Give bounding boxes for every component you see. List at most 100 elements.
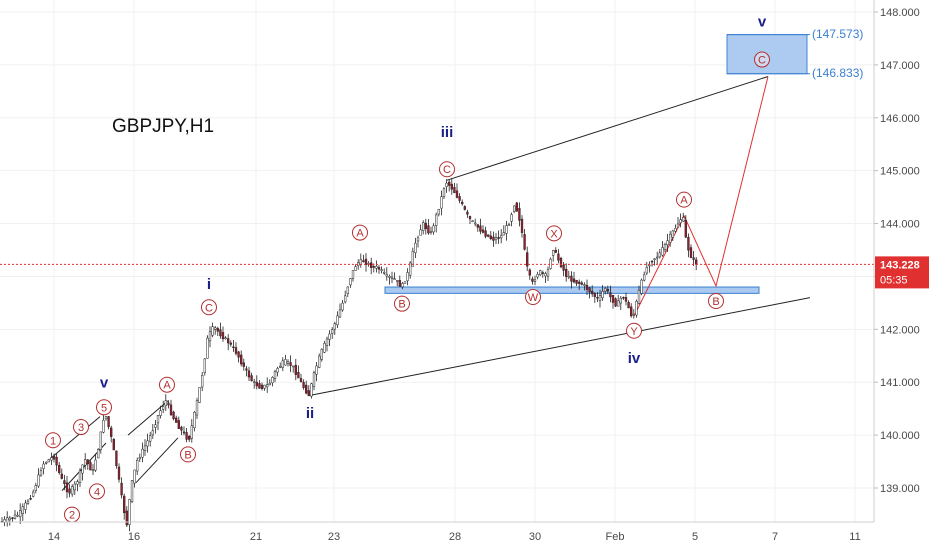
candle-body: [84, 459, 87, 466]
candle-body: [494, 237, 498, 241]
time-tick-label: 23: [328, 531, 340, 543]
candle-body: [515, 202, 518, 212]
candle-body: [266, 384, 269, 388]
candle-body: [487, 234, 490, 237]
candle-body: [591, 290, 594, 295]
wave-circle-ring: [159, 376, 175, 393]
candle-body: [286, 361, 290, 364]
candle-body: [208, 331, 212, 342]
candle-body: [448, 181, 451, 186]
candle-body: [151, 430, 154, 436]
candle-body: [26, 500, 30, 504]
wave-count-circle: 2: [64, 506, 80, 523]
candle-body: [669, 233, 672, 243]
candle-body: [21, 506, 24, 515]
candle-body: [325, 338, 329, 346]
candle-body: [606, 289, 609, 292]
candle-body: [461, 201, 464, 205]
candle-body: [71, 486, 74, 495]
candle-body: [32, 491, 35, 497]
time-tick-label: 21: [250, 531, 262, 543]
candle-body: [242, 362, 245, 367]
trendline: [49, 416, 101, 460]
time-tick-label: 11: [849, 531, 860, 543]
candle-body: [533, 279, 537, 282]
candle-body: [273, 371, 277, 379]
wave-count-circle: A: [676, 191, 692, 208]
candle-body: [177, 420, 180, 429]
candle-body: [227, 338, 230, 344]
candle-body: [510, 214, 513, 222]
candle-body: [146, 440, 149, 447]
candle-body: [422, 222, 425, 231]
candle-body: [481, 229, 485, 233]
candle-body: [364, 258, 368, 265]
candle-body: [250, 375, 253, 382]
candle-body: [692, 257, 695, 260]
candle-body: [627, 302, 630, 309]
wave-circle-ring: [45, 432, 61, 449]
candle-body: [671, 230, 674, 238]
candle-body: [565, 268, 568, 277]
candle-body: [403, 281, 407, 284]
candle-body: [292, 365, 295, 368]
candle-body: [55, 456, 58, 466]
countdown-value: 05:35: [880, 274, 908, 286]
price-axis: 139.000140.000141.000142.000143.000144.0…: [874, 7, 920, 495]
candle-body: [188, 435, 191, 440]
candle-body: [154, 424, 157, 428]
wave-count-circle: 4: [89, 483, 105, 500]
wave-circle-label: C: [758, 55, 766, 67]
candle-body: [315, 365, 318, 375]
candle-body: [229, 342, 232, 345]
wave-count-circle: 3: [73, 419, 89, 436]
wave-circle-ring: [394, 295, 410, 312]
candle-body: [674, 228, 677, 232]
candle-body: [656, 256, 659, 259]
candle-body: [362, 260, 365, 263]
candle-body: [546, 269, 550, 277]
candle-body: [630, 306, 633, 317]
candle-body: [429, 231, 433, 234]
candle-body: [554, 250, 557, 253]
candle-body: [156, 415, 160, 424]
candle-body: [380, 269, 383, 271]
wave-degree-label: v: [758, 13, 767, 30]
candle-body: [45, 462, 48, 464]
candle-body: [385, 274, 388, 277]
candle-body: [128, 499, 131, 525]
trendline: [135, 437, 179, 484]
trendline: [309, 297, 811, 396]
candle-body: [526, 252, 529, 267]
target-label-low: (146.833): [812, 66, 863, 80]
candle-body: [323, 343, 326, 353]
wave-count-circle: X: [546, 225, 562, 242]
candle-body: [476, 224, 479, 228]
candle-body: [497, 237, 500, 239]
candle-body: [585, 284, 589, 290]
candle-body: [653, 258, 656, 260]
candle-body: [474, 222, 477, 225]
candle-body: [453, 187, 456, 194]
candle-body: [500, 235, 503, 239]
candle-body: [180, 426, 183, 431]
candle-body: [455, 190, 459, 198]
candle-body: [424, 222, 427, 229]
wave-count-circle: 5: [96, 399, 112, 416]
candle-body: [661, 247, 664, 256]
candle-body: [68, 488, 71, 494]
time-tick-label: Feb: [606, 531, 625, 543]
candle-body: [689, 247, 693, 258]
candle-body: [211, 326, 214, 336]
candle-body: [221, 332, 225, 340]
candle-body: [409, 262, 412, 276]
candle-body: [164, 400, 167, 406]
candle-body: [232, 346, 235, 349]
candle-body: [110, 427, 113, 437]
wave-circle-label: B: [184, 449, 191, 461]
wave-circle-ring: [626, 322, 642, 339]
candle-body: [471, 220, 474, 223]
wave-count-circle: B: [394, 295, 410, 312]
